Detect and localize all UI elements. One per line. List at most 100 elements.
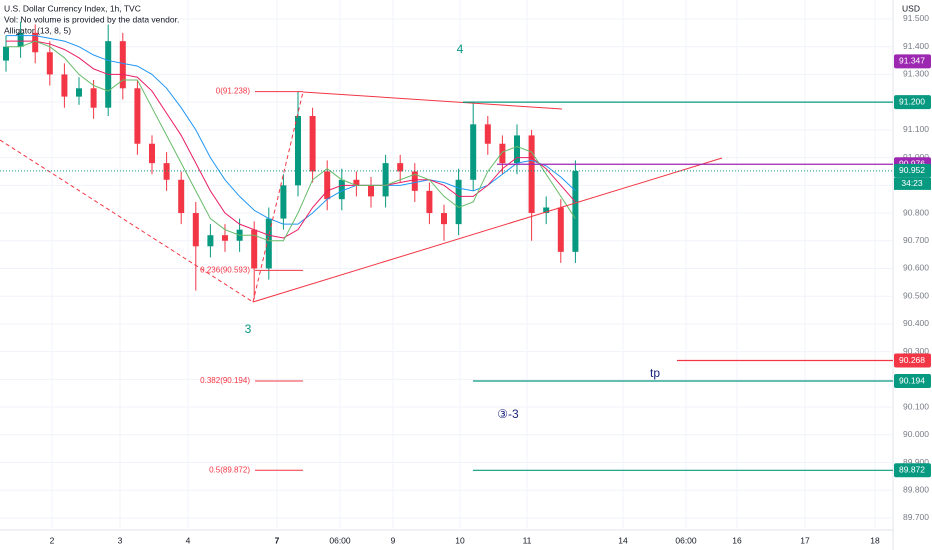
- x-tick-label: 2: [50, 535, 55, 545]
- trend-line: [302, 91, 563, 110]
- candle-body: [543, 207, 550, 214]
- candle-body: [251, 229, 258, 269]
- y-tick-label: 90.300: [903, 346, 929, 356]
- candle-body: [207, 235, 214, 247]
- candle-body: [382, 163, 389, 197]
- x-tick-label: 06:00: [329, 535, 351, 545]
- candle-body: [295, 116, 301, 186]
- candle-body: [572, 170, 579, 252]
- candle-body: [76, 88, 82, 97]
- y-tick-label: 90.000: [903, 429, 929, 439]
- candle-body: [397, 163, 404, 172]
- price-tag-label: 90.952: [899, 165, 925, 175]
- candle-body: [426, 190, 433, 214]
- candle-body: [134, 88, 141, 144]
- overlay: 0(91.238) 0.236(90.593) 0.382(90.194) 0.5(8…: [0, 54, 931, 478]
- annotation: 4: [457, 42, 464, 56]
- price-tag-label: 90.194: [899, 375, 925, 385]
- countdown: 34:23: [901, 178, 923, 188]
- y-tick-label: 91.300: [903, 69, 929, 79]
- subtitle: Vol: No volume is provided by the data v…: [4, 14, 179, 24]
- trend-line: [252, 91, 304, 303]
- y-tick-label: 91.100: [903, 124, 929, 134]
- price-tag: [894, 463, 931, 478]
- x-tick-label: 3: [118, 535, 123, 545]
- price-tag: [894, 353, 931, 368]
- y-tick-label: 90.700: [903, 235, 929, 245]
- candle-body: [528, 135, 535, 214]
- candle-body: [119, 41, 126, 89]
- candle-body: [163, 163, 170, 180]
- candle-body: [90, 88, 97, 108]
- price-tag-label: 90.976: [899, 158, 925, 168]
- candle-body: [61, 74, 68, 97]
- candle-body: [149, 143, 155, 164]
- candle-body: [353, 179, 360, 186]
- price-tag: [894, 374, 931, 389]
- candle-body: [324, 171, 331, 200]
- y-tick-label: 91.400: [903, 41, 929, 51]
- fib-label: 0.382(90.194): [200, 376, 250, 385]
- candle-body: [178, 179, 185, 214]
- y-tick-label: 89.800: [903, 484, 929, 494]
- annotation: 3: [245, 322, 252, 336]
- y-tick-label: 90.400: [903, 318, 929, 328]
- candle-body: [192, 213, 199, 247]
- price-tag: [894, 163, 931, 178]
- x-tick-label: 06:00: [675, 535, 697, 545]
- trend-line: [252, 157, 723, 303]
- candle-body: [557, 207, 564, 252]
- candle-body: [470, 124, 477, 180]
- candle-body: [484, 124, 491, 144]
- drawings: [0, 91, 723, 303]
- price-tag-label: 90.268: [899, 355, 925, 365]
- candle-body: [499, 143, 506, 164]
- alligator-line: [6, 40, 576, 239]
- candle-body: [441, 213, 447, 225]
- x-tick-label: 4: [186, 535, 191, 545]
- candle-body: [280, 185, 287, 219]
- price-tag-label: 91.347: [899, 56, 925, 66]
- countdown-tag: [894, 177, 931, 190]
- price-tag-label: 91.200: [899, 96, 925, 106]
- x-tick-label: 14: [618, 535, 628, 545]
- annotation: tp: [650, 366, 660, 380]
- trend-line: [0, 139, 254, 303]
- fib-label: 0.236(90.593): [200, 266, 250, 275]
- y-tick-label: 89.900: [903, 457, 929, 467]
- candle-body: [3, 46, 9, 61]
- currency: USD: [902, 3, 920, 13]
- price-tag: [894, 54, 931, 69]
- candle-body: [411, 171, 418, 191]
- chart-title: U.S. Dollar Currency Index, 1h, TVC: [4, 3, 141, 13]
- y-tick-label: 90.500: [903, 290, 929, 300]
- y-tick-label: 91.500: [903, 13, 929, 23]
- x-tick-label: 11: [523, 535, 532, 545]
- candle-body: [514, 135, 520, 164]
- y-tick-label: 90.800: [903, 207, 929, 217]
- price-tag: [894, 95, 931, 110]
- x-tick-label: 9: [391, 535, 396, 545]
- x-tick-label: 10: [455, 535, 465, 545]
- fib-label: 0(91.238): [216, 87, 251, 96]
- x-tick-label: 17: [800, 535, 810, 545]
- annotation: ③-3: [497, 407, 519, 421]
- alligator-line: [6, 35, 576, 225]
- y-tick-label: 90.600: [903, 263, 929, 273]
- candle-body: [309, 116, 316, 172]
- indicator: Alligator (13, 8, 5): [4, 25, 71, 35]
- marks: [3, 21, 579, 299]
- candle-body: [32, 32, 39, 53]
- candle-body: [368, 185, 374, 197]
- candle-body: [265, 218, 272, 269]
- x-tick-label: 7: [275, 535, 280, 545]
- y-tick-label: 89.700: [903, 512, 929, 522]
- y-tick-label: 91.000: [903, 152, 929, 162]
- x-tick-label: 16: [732, 535, 742, 545]
- fib-label: 0.5(89.872): [209, 465, 250, 474]
- candle-body: [222, 235, 228, 241]
- x-tick-label: 18: [870, 535, 880, 545]
- candle-body: [338, 179, 345, 200]
